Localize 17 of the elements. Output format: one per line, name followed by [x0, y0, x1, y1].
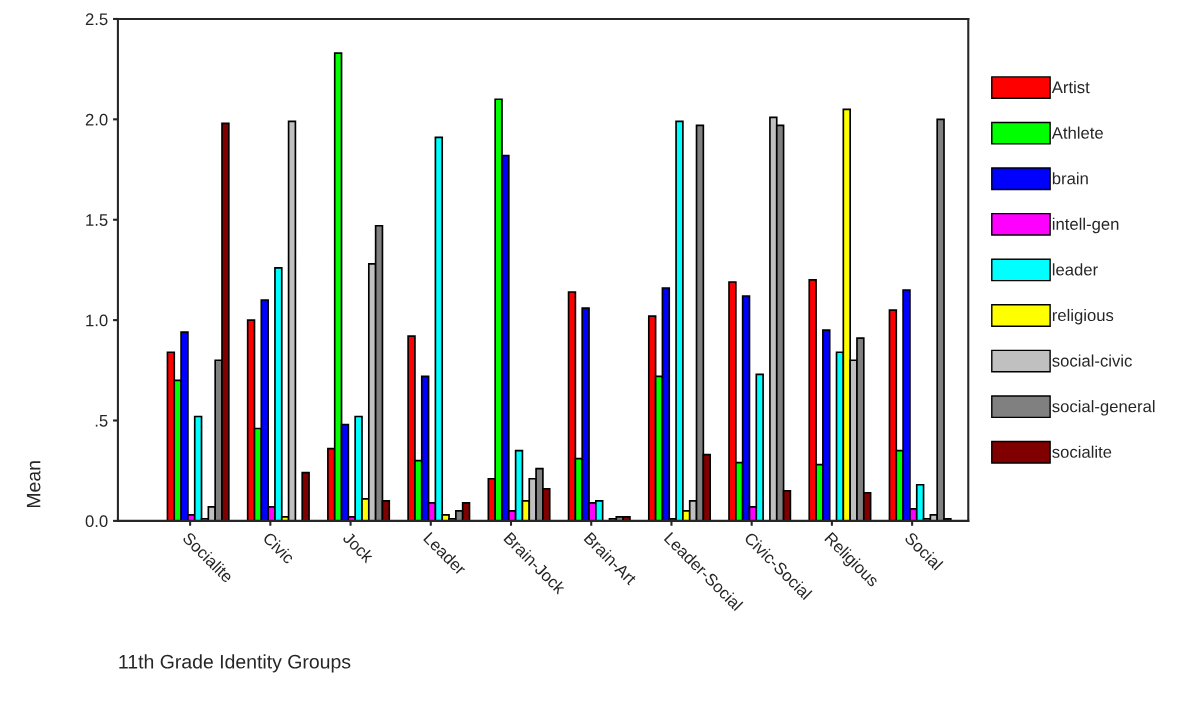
- legend-label: social-civic: [1052, 354, 1132, 367]
- legend-label: social-general: [1052, 400, 1155, 416]
- legend-label: Athlete: [1051, 126, 1103, 139]
- y-tick-label: 1.0: [86, 314, 108, 327]
- legend-label: Artist: [1051, 80, 1090, 94]
- y-tick-label: 1.5: [86, 214, 108, 226]
- y-tick-label: 0.0: [85, 515, 108, 528]
- legend-label: leader: [1052, 263, 1098, 276]
- y-axis-title: Mean: [26, 461, 41, 508]
- y-tick-label: .5: [95, 415, 108, 427]
- legend-label: socialite: [1052, 445, 1112, 458]
- legend-label: religious: [1052, 308, 1114, 325]
- legend-label: intell-gen: [1052, 217, 1119, 234]
- legend-label: brain: [1052, 172, 1088, 185]
- y-tick-label: 2.0: [85, 113, 108, 126]
- y-tick-label: 2.5: [85, 13, 108, 26]
- x-axis-title: 11th Grade Identity Groups: [119, 654, 351, 673]
